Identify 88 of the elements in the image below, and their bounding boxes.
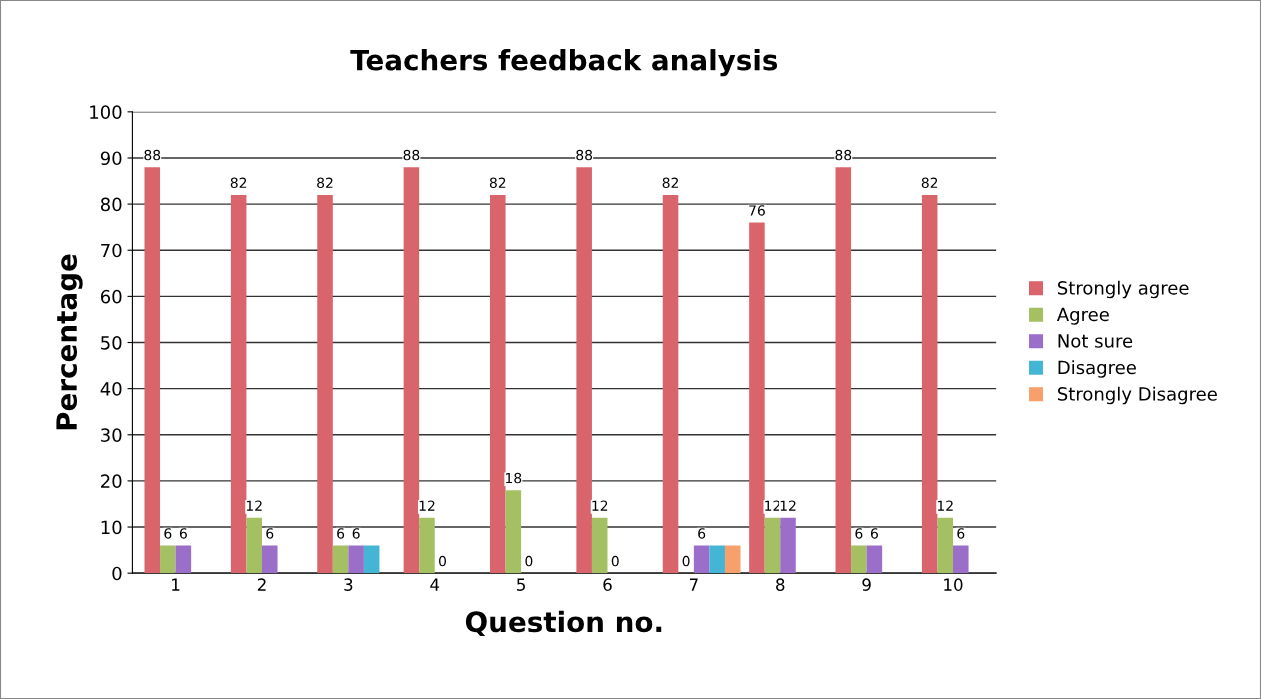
bar (749, 222, 765, 574)
bar (662, 194, 679, 574)
data-label: 6 (698, 528, 706, 539)
data-label: 0 (525, 555, 533, 567)
bar (937, 517, 953, 574)
legend-label: Strongly agree (1057, 280, 1189, 299)
data-label: 6 (337, 528, 345, 539)
data-label: 0 (439, 555, 446, 567)
bar (246, 517, 262, 574)
bar (591, 517, 608, 574)
bar (576, 167, 592, 574)
bar (363, 545, 380, 574)
bar (693, 545, 710, 574)
data-label: 6 (352, 528, 360, 539)
y-tick-label: 20 (101, 474, 122, 489)
x-tick-label: 3 (344, 578, 353, 591)
bar (230, 194, 247, 574)
y-tick-label: 90 (100, 151, 122, 166)
x-tick-label: 6 (603, 578, 612, 591)
bar (780, 517, 796, 574)
data-label: 12 (765, 500, 780, 511)
chart-title: Teachers feedback analysis (350, 49, 778, 77)
data-label: 88 (835, 149, 852, 161)
y-tick-label: 10 (101, 520, 122, 535)
y-tick-label: 70 (101, 243, 122, 258)
data-label: 12 (419, 500, 435, 511)
x-tick-label: 7 (689, 578, 698, 591)
bar (764, 517, 781, 574)
data-label: 82 (489, 177, 506, 189)
bar (261, 545, 278, 574)
y-tick-label: 0 (112, 566, 122, 581)
bar (348, 545, 364, 574)
data-label: 6 (870, 528, 878, 539)
bar (505, 490, 522, 574)
x-tick-label: 10 (944, 578, 963, 591)
y-tick-label: 30 (101, 428, 122, 442)
data-label: 0 (682, 555, 690, 567)
data-label: 6 (266, 528, 274, 539)
bar (175, 545, 192, 574)
bar (953, 545, 969, 574)
x-tick-label: 8 (776, 578, 785, 591)
bar (851, 545, 867, 574)
bar (160, 545, 176, 574)
x-tick-label: 2 (257, 578, 266, 591)
data-label: 6 (957, 528, 965, 539)
data-label: 12 (592, 500, 608, 511)
bar (921, 194, 938, 574)
legend-label: Disagree (1058, 360, 1136, 378)
x-axis-title: Question no. (465, 610, 662, 636)
data-label: 12 (246, 500, 262, 511)
y-tick-label: 60 (100, 289, 122, 304)
data-label: 18 (506, 472, 522, 484)
bar (332, 545, 349, 574)
data-label: 6 (164, 528, 172, 539)
data-label: 76 (749, 205, 765, 216)
bar (866, 545, 883, 574)
data-label: 82 (230, 177, 247, 189)
data-label: 88 (403, 149, 420, 161)
data-label: 0 (611, 555, 619, 567)
data-label: 82 (662, 177, 678, 189)
legend-label: Not sure (1058, 334, 1133, 348)
y-tick-label: 80 (100, 197, 122, 212)
bar (490, 194, 506, 574)
x-tick-label: 4 (430, 578, 440, 591)
x-tick-label: 9 (862, 578, 871, 591)
y-tick-label: 50 (101, 335, 122, 350)
data-label: 6 (179, 528, 187, 539)
bar (724, 545, 741, 574)
data-label: 12 (780, 500, 796, 511)
data-label: 88 (576, 149, 593, 161)
bar (835, 167, 852, 574)
y-axis-title: Percentage (56, 254, 83, 430)
x-tick-label: 1 (172, 578, 180, 591)
data-label: 6 (855, 528, 863, 539)
legend-label: Strongly Disagree (1057, 386, 1217, 405)
bar (419, 517, 435, 574)
data-label: 88 (144, 149, 161, 161)
x-tick-label: 5 (517, 578, 525, 591)
data-label: 82 (921, 177, 938, 189)
y-tick-label: 100 (90, 105, 122, 119)
y-tick-label: 40 (100, 382, 122, 396)
bar (709, 545, 725, 574)
data-label: 82 (317, 177, 333, 189)
bar (317, 194, 333, 574)
data-label: 12 (937, 500, 953, 511)
bar (144, 167, 161, 574)
bar (403, 167, 420, 574)
legend-label: Agree (1056, 307, 1109, 325)
